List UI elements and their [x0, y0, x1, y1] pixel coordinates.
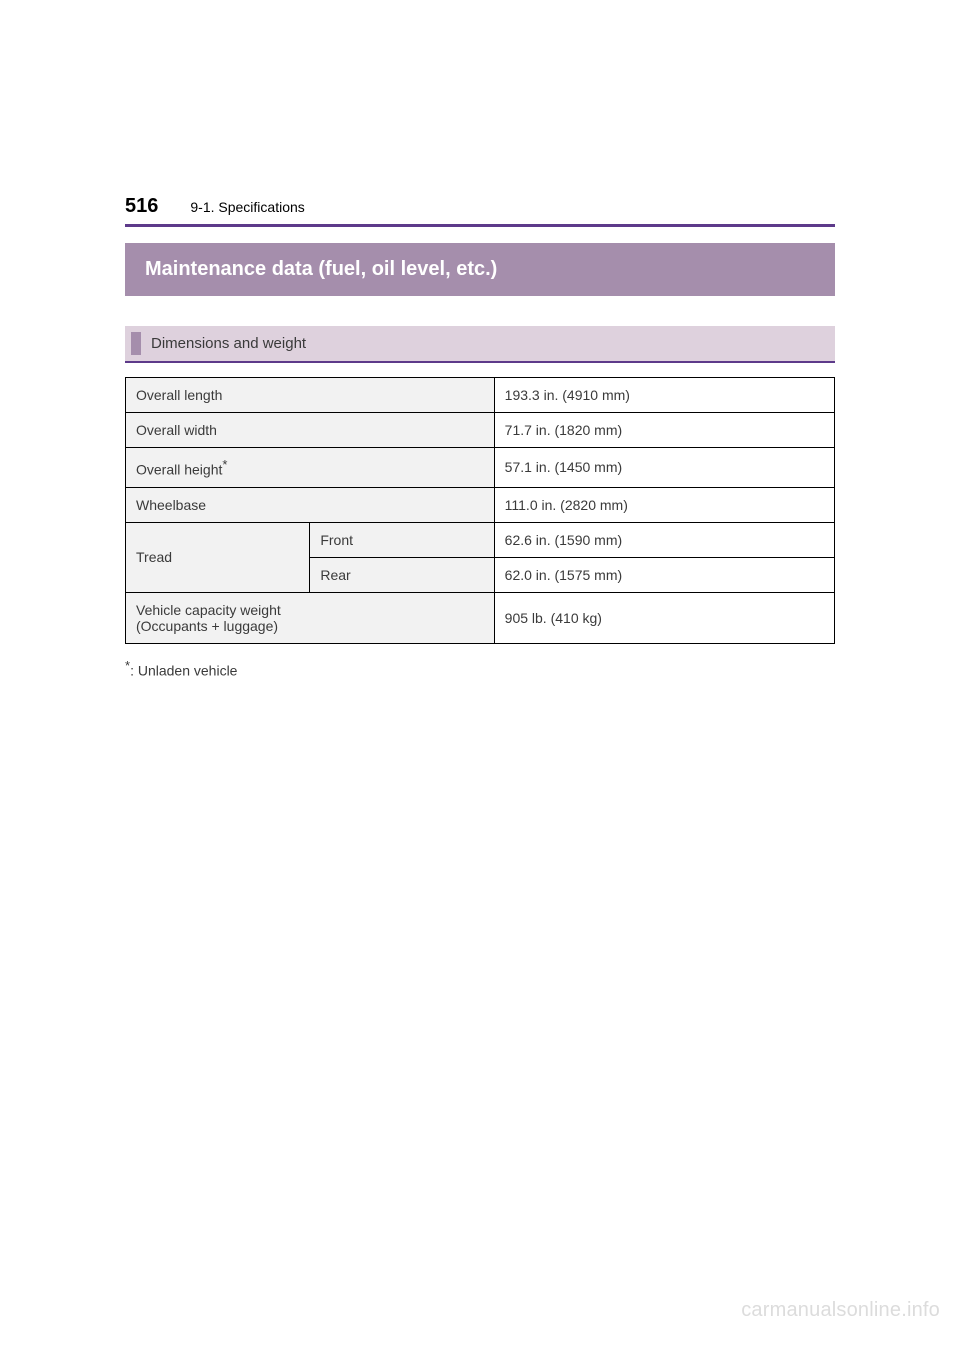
capacity-label: Vehicle capacity weight (Occupants + lug… [126, 592, 495, 643]
tread-front-label: Front [310, 522, 494, 557]
page-header: 516 9-1. Specifications [125, 195, 835, 218]
table-row: Overall length 193.3 in. (4910 mm) [126, 378, 835, 413]
spec-label-text: Wheelbase [136, 497, 206, 513]
table-row: Vehicle capacity weight (Occupants + lug… [126, 592, 835, 643]
footnote-text: : Unladen vehicle [130, 662, 237, 678]
capacity-label-line1: Vehicle capacity weight [136, 602, 281, 618]
tread-rear-label: Rear [310, 557, 494, 592]
tread-label: Tread [126, 522, 310, 592]
footnote-star-icon: * [222, 457, 227, 472]
spec-label-text: Overall length [136, 387, 222, 403]
spec-label-text: Overall width [136, 422, 217, 438]
spec-label: Overall width [126, 413, 495, 448]
spec-value: 57.1 in. (1450 mm) [494, 448, 834, 488]
spec-label-text: Overall height [136, 462, 222, 478]
spec-value: 111.0 in. (2820 mm) [494, 487, 834, 522]
table-row: Tread Front 62.6 in. (1590 mm) [126, 522, 835, 557]
header-rule [125, 224, 835, 227]
table-row: Wheelbase 111.0 in. (2820 mm) [126, 487, 835, 522]
spec-value: 193.3 in. (4910 mm) [494, 378, 834, 413]
table-row: Overall width 71.7 in. (1820 mm) [126, 413, 835, 448]
section-label: 9-1. Specifications [190, 199, 304, 215]
watermark: carmanualsonline.info [741, 1299, 940, 1322]
capacity-label-line2: (Occupants + luggage) [136, 618, 278, 634]
capacity-value: 905 lb. (410 kg) [494, 592, 834, 643]
table-row: Overall height* 57.1 in. (1450 mm) [126, 448, 835, 488]
subsection-left-bar [131, 332, 141, 355]
spec-label: Overall height* [126, 448, 495, 488]
title-banner: Maintenance data (fuel, oil level, etc.) [125, 243, 835, 296]
subsection-header: Dimensions and weight [125, 326, 835, 363]
spec-label: Wheelbase [126, 487, 495, 522]
subsection-title: Dimensions and weight [141, 326, 316, 361]
page-number: 516 [125, 195, 158, 218]
spec-value: 71.7 in. (1820 mm) [494, 413, 834, 448]
tread-rear-value: 62.0 in. (1575 mm) [494, 557, 834, 592]
page-content: 516 9-1. Specifications Maintenance data… [0, 0, 960, 678]
footnote: *: Unladen vehicle [125, 658, 835, 679]
spec-label: Overall length [126, 378, 495, 413]
tread-front-value: 62.6 in. (1590 mm) [494, 522, 834, 557]
specifications-table: Overall length 193.3 in. (4910 mm) Overa… [125, 377, 835, 644]
